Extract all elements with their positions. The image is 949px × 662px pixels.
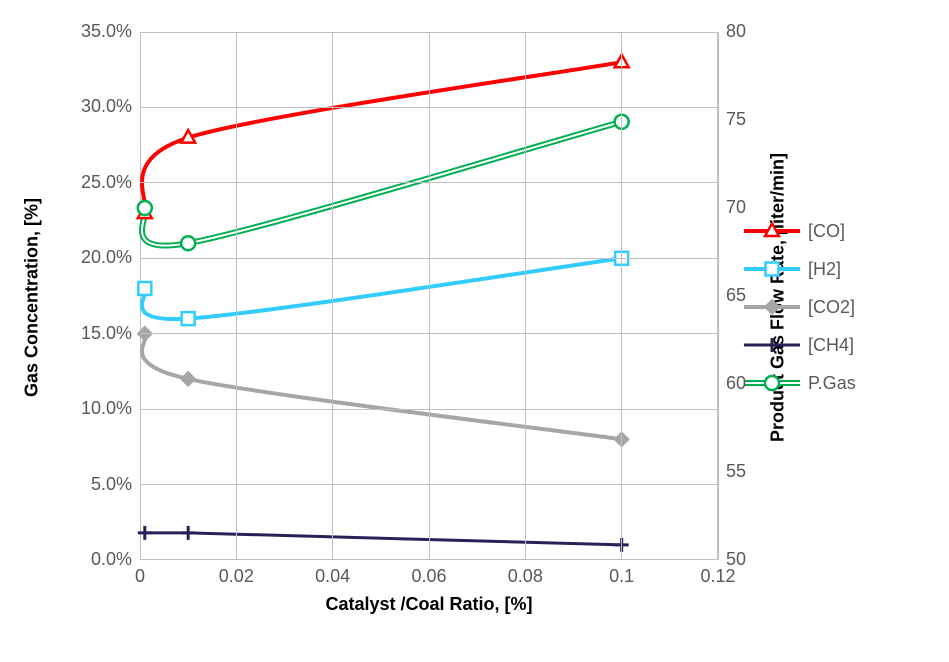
x-tick-label: 0.04 [303, 566, 363, 587]
y1-tick-label: 20.0% [62, 247, 132, 268]
y1-tick-label: 10.0% [62, 398, 132, 419]
series-marker [181, 130, 195, 143]
y1-tick-label: 15.0% [62, 323, 132, 344]
legend-swatch [744, 332, 800, 358]
gridline-v [332, 32, 333, 560]
gridline-v [525, 32, 526, 560]
legend-label: P.Gas [808, 373, 856, 394]
x-tick-label: 0.08 [495, 566, 555, 587]
legend-label: [CO] [808, 221, 845, 242]
series-marker [138, 282, 151, 295]
y1-tick-label: 5.0% [62, 474, 132, 495]
series-marker [181, 371, 196, 386]
legend-swatch [744, 256, 800, 282]
legend-item: [H2] [744, 256, 856, 282]
series-marker [765, 223, 779, 236]
series-marker [766, 263, 779, 276]
series-marker [181, 526, 195, 540]
y1-axis-title: Gas Concentration, [%] [22, 34, 43, 562]
y1-tick-label: 25.0% [62, 172, 132, 193]
series-marker [182, 312, 195, 325]
y1-tick-label: 35.0% [62, 21, 132, 42]
y2-tick-label: 70 [726, 197, 786, 218]
x-tick-label: 0 [110, 566, 170, 587]
x-tick-label: 0.06 [399, 566, 459, 587]
y1-tick-label: 30.0% [62, 96, 132, 117]
x-tick-label: 0.12 [688, 566, 748, 587]
series-marker [138, 201, 152, 215]
gridline-v [429, 32, 430, 560]
series-marker [181, 236, 195, 250]
chart-container: Gas Concentration, [%] Product Gas Flow … [0, 0, 949, 662]
legend-label: [H2] [808, 259, 841, 280]
y2-tick-label: 65 [726, 285, 786, 306]
legend-label: [CH4] [808, 335, 854, 356]
y2-tick-label: 75 [726, 109, 786, 130]
gridline-v [621, 32, 622, 560]
legend-swatch [744, 218, 800, 244]
series-marker [138, 526, 152, 540]
legend-item: [CO] [744, 218, 856, 244]
legend-item: [CH4] [744, 332, 856, 358]
x-tick-label: 0.1 [592, 566, 652, 587]
x-tick-label: 0.02 [206, 566, 266, 587]
gridline-v [236, 32, 237, 560]
y2-tick-label: 60 [726, 373, 786, 394]
y2-tick-label: 55 [726, 461, 786, 482]
y2-tick-label: 80 [726, 21, 786, 42]
series-marker [765, 338, 779, 352]
x-axis-title: Catalyst /Coal Ratio, [%] [140, 594, 718, 615]
legend-label: [CO2] [808, 297, 855, 318]
gridline-v [718, 32, 719, 560]
